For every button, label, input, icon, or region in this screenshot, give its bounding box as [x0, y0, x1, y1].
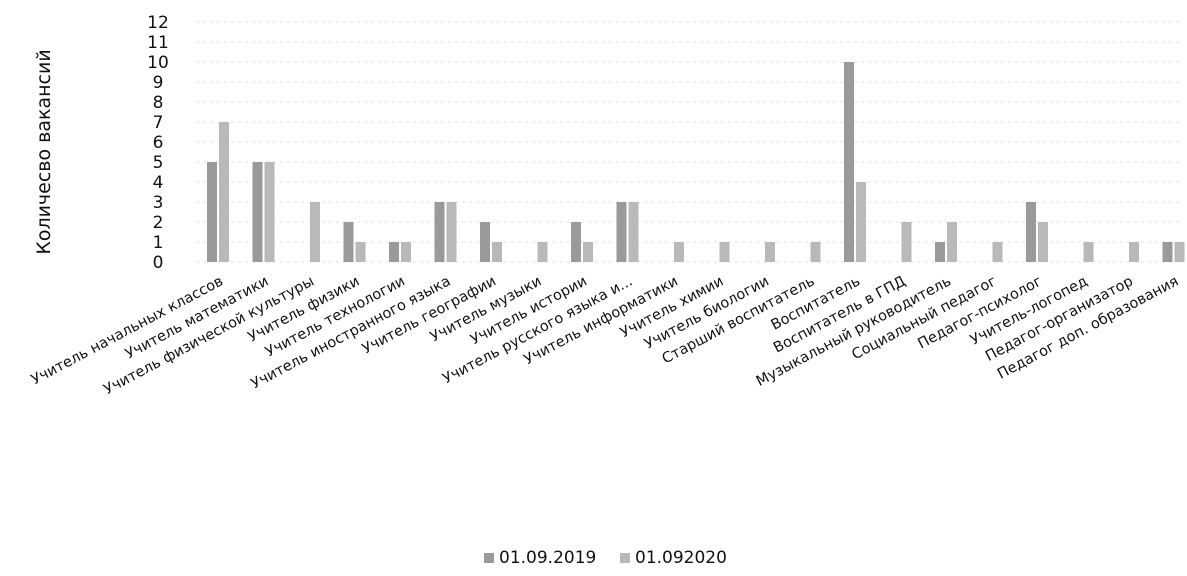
legend: 01.09.2019 01.092020: [484, 548, 727, 568]
bar-series-1: [343, 222, 354, 262]
legend-label-series-1: 01.09.2019: [499, 548, 596, 568]
bar-series-1: [480, 222, 490, 262]
bar-series-2: [355, 242, 366, 262]
legend-swatch-series-2: [620, 553, 630, 563]
y-tick-label: 1: [153, 233, 164, 253]
bar-series-1: [434, 202, 445, 262]
y-tick-label: 8: [153, 93, 164, 113]
y-tick-label: 3: [153, 193, 164, 213]
y-tick-label: 7: [153, 113, 164, 133]
bar-series-2: [492, 242, 502, 262]
legend-swatch-series-1: [484, 553, 494, 563]
bar-series-1: [935, 242, 945, 262]
bar-series-1: [252, 162, 263, 262]
bar-series-1: [207, 162, 217, 262]
bar-series-2: [628, 202, 639, 262]
bar-series-2: [901, 222, 912, 262]
bar-series-2: [310, 202, 320, 262]
bar-series-2: [446, 202, 457, 262]
y-axis-label: Количесво вакансий: [33, 49, 55, 254]
y-tick-label: 5: [153, 153, 164, 173]
gridlines: [196, 21, 1180, 263]
y-tick-label: 11: [147, 33, 169, 53]
bar-series-2: [1038, 222, 1048, 262]
y-tick-label: 2: [153, 213, 164, 233]
bar-series-1: [616, 202, 627, 262]
bar-series-2: [992, 242, 1003, 262]
bar-series-2: [1083, 242, 1094, 262]
y-tick-label: 10: [147, 53, 169, 73]
bar-series-1: [389, 242, 399, 262]
y-tick-label: 4: [153, 173, 164, 193]
y-tick-label: 12: [147, 13, 169, 33]
bar-series-2: [674, 242, 684, 262]
bar-series-1: [1026, 202, 1036, 262]
bar-series-2: [810, 242, 821, 262]
bar-series-1: [844, 62, 854, 262]
bar-series-1: [571, 222, 581, 262]
bar-series-2: [856, 182, 866, 262]
bar-series-2: [401, 242, 411, 262]
bars: [207, 62, 1185, 262]
bar-series-2: [537, 242, 548, 262]
y-tick-label: 6: [153, 133, 164, 153]
bar-series-2: [765, 242, 775, 262]
legend-label-series-2: 01.092020: [635, 548, 727, 568]
bar-series-2: [719, 242, 730, 262]
bar-series-1: [1162, 242, 1173, 262]
bar-series-2: [583, 242, 593, 262]
bar-series-2: [1174, 242, 1185, 262]
bar-series-2: [219, 122, 229, 262]
y-tick-label: 0: [153, 253, 164, 273]
bar-series-2: [1129, 242, 1139, 262]
y-tick-label: 9: [153, 73, 164, 93]
bar-series-2: [947, 222, 957, 262]
bar-series-2: [264, 162, 275, 262]
